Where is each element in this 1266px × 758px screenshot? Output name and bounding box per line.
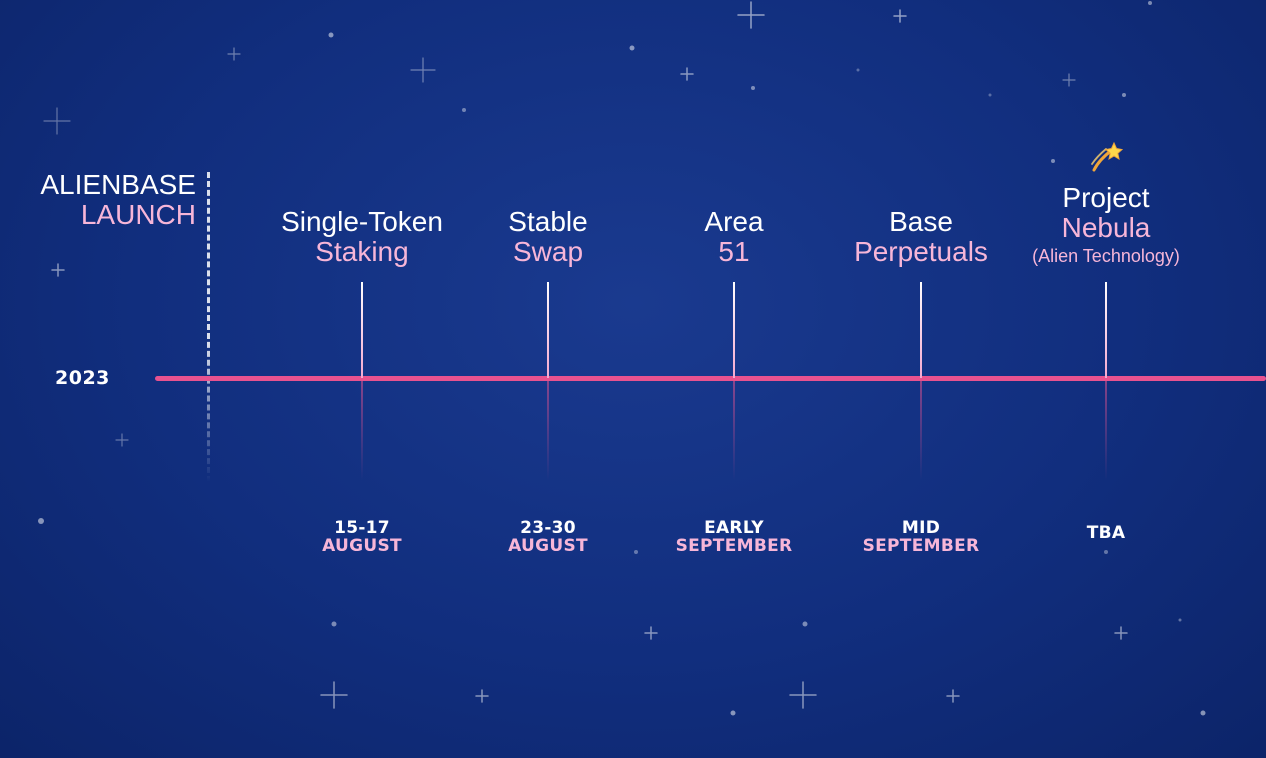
milestone-date-line1: 23-30	[520, 518, 576, 538]
milestone-connector	[547, 282, 549, 378]
launch-label-line1: ALIENBASE	[40, 169, 196, 200]
milestone-date: 23-30 AUGUST	[438, 519, 658, 555]
milestone-title-line1: Stable	[508, 206, 588, 237]
milestone-title-line2: 51	[718, 236, 750, 267]
milestone-project-nebula: Project Nebula (Alien Technology) TBA	[996, 0, 1216, 758]
launch-dashed-marker	[207, 172, 210, 482]
milestone-date-line1: TBA	[1086, 523, 1126, 543]
milestone-stable-swap: Stable Swap 23-30 AUGUST	[438, 0, 658, 758]
milestone-base-perpetuals: Base Perpetuals MID SEPTEMBER	[811, 0, 1031, 758]
milestone-date-line1: MID	[901, 518, 941, 538]
milestone-connector	[1105, 282, 1107, 378]
milestone-date-line2: AUGUST	[508, 536, 588, 556]
milestone-title: Stable Swap	[438, 207, 658, 267]
milestone-date-line2: SEPTEMBER	[675, 536, 793, 556]
shooting-star-icon	[1091, 141, 1124, 172]
milestone-title-line2: Swap	[512, 236, 584, 267]
launch-label-line2: LAUNCH	[80, 199, 196, 230]
milestone-title-line2: Nebula	[1061, 212, 1151, 243]
milestone-title-line1: Base	[889, 206, 953, 237]
milestone-connector-glow	[547, 380, 549, 480]
year-label: 2023	[55, 367, 110, 389]
milestone-title: Base Perpetuals	[811, 207, 1031, 267]
milestone-subtitle: (Alien Technology)	[1032, 246, 1180, 266]
milestone-connector-glow	[920, 380, 922, 480]
milestone-connector-glow	[733, 380, 735, 480]
milestone-date: TBA	[996, 524, 1216, 542]
milestone-title: Area 51	[624, 207, 844, 267]
milestone-connector	[733, 282, 735, 378]
milestone-single-token-staking: Single-Token Staking 15-17 AUGUST	[252, 0, 472, 758]
milestone-date: 15-17 AUGUST	[252, 519, 472, 555]
milestone-date-line2: AUGUST	[322, 536, 402, 556]
milestone-title-line2: Staking	[315, 236, 409, 267]
milestone-title: Project Nebula (Alien Technology)	[996, 183, 1216, 267]
milestone-date-line1: 15-17	[334, 518, 390, 538]
milestone-connector	[361, 282, 363, 378]
milestone-date-line2: SEPTEMBER	[862, 536, 980, 556]
milestone-area-51: Area 51 EARLY SEPTEMBER	[624, 0, 844, 758]
milestone-title-line2: Perpetuals	[854, 236, 988, 267]
milestone-connector-glow	[361, 380, 363, 480]
timeline-axis	[155, 376, 1266, 381]
milestone-title: Single-Token Staking	[252, 207, 472, 267]
milestone-title-line1: Area	[704, 206, 764, 237]
milestone-date: EARLY SEPTEMBER	[624, 519, 844, 555]
milestone-title-line1: Project	[1062, 182, 1150, 213]
milestone-connector-glow	[1105, 380, 1107, 480]
launch-label: ALIENBASE LAUNCH	[30, 170, 196, 230]
milestone-connector	[920, 282, 922, 378]
milestone-date: MID SEPTEMBER	[811, 519, 1031, 555]
milestone-date-line1: EARLY	[704, 518, 764, 538]
milestone-title-line1: Single-Token	[281, 206, 443, 237]
